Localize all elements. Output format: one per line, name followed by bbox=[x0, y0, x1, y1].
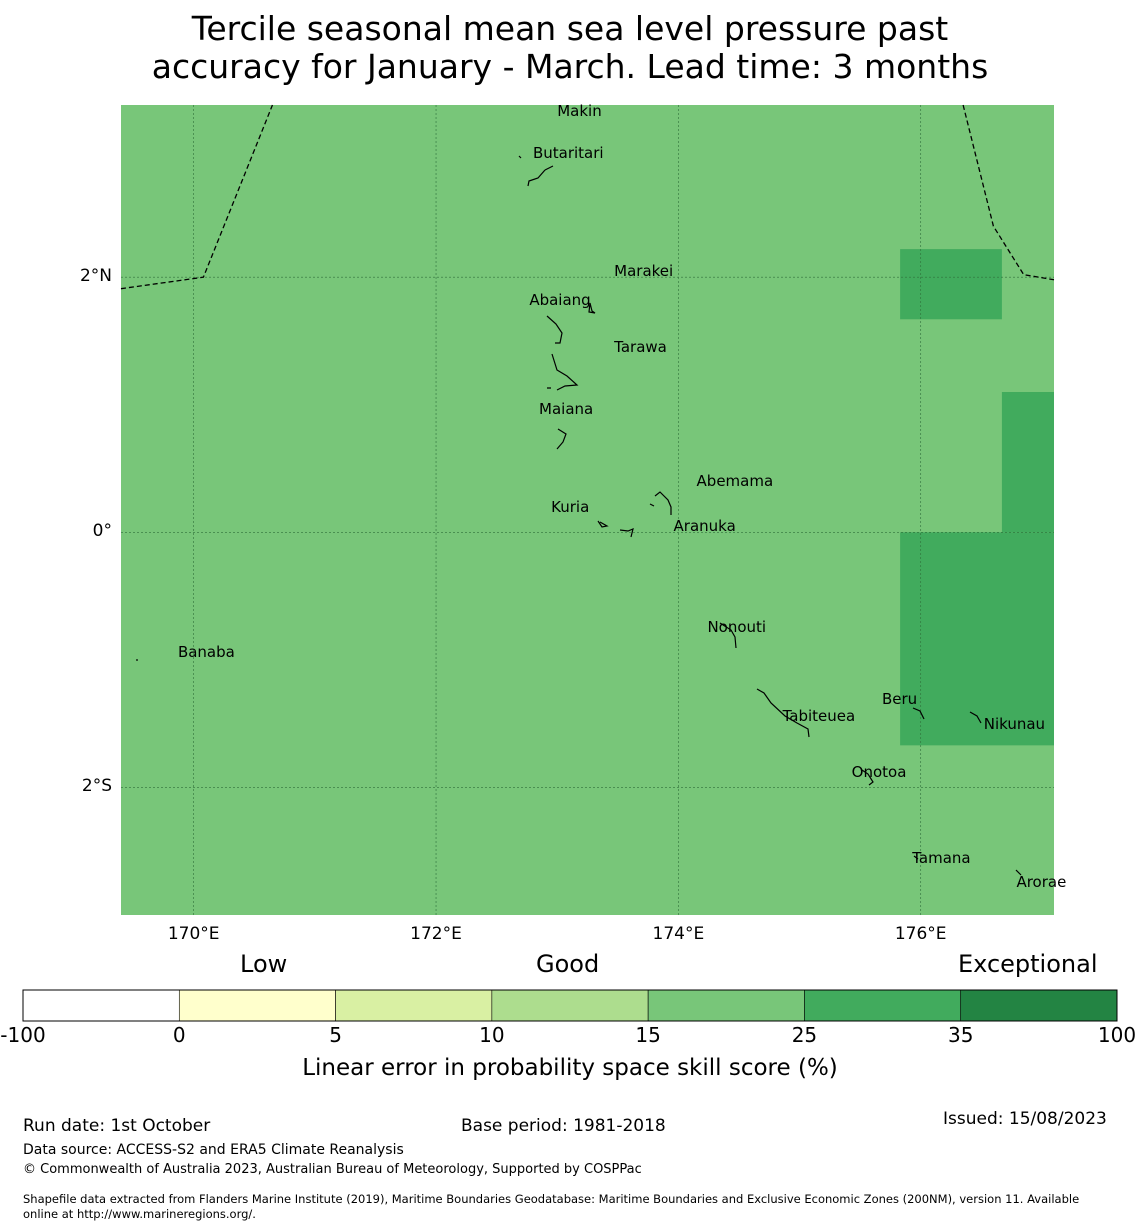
colorbar-tick-label: 10 bbox=[479, 1023, 505, 1047]
base-period: Base period: 1981-2018 bbox=[461, 1116, 666, 1136]
island-label-abemama: Abemama bbox=[696, 472, 774, 491]
island-outline-beru bbox=[912, 707, 925, 720]
island-label-onotoa: Onotoa bbox=[851, 763, 907, 782]
island-label-nikunau: Nikunau bbox=[983, 714, 1046, 733]
island-outline-onotoa bbox=[861, 769, 874, 786]
eez-boundary-1 bbox=[120, 104, 274, 290]
colorbar-bin-5 bbox=[647, 989, 805, 1022]
island-outline-tarawa bbox=[547, 353, 579, 391]
colorbar-bin-4 bbox=[491, 989, 649, 1022]
legend-category-good: Good bbox=[536, 950, 600, 978]
colorbar-bin-2 bbox=[178, 989, 336, 1022]
island-outline-tabiteuea bbox=[756, 688, 810, 738]
shapefile-credit-line-1: Shapefile data extracted from Flanders M… bbox=[23, 1192, 1080, 1206]
island-outline-nikunau bbox=[969, 711, 982, 724]
colorbar-label: Linear error in probability space skill … bbox=[302, 1055, 838, 1081]
island-outline-aranuka bbox=[619, 528, 634, 538]
colorbar-bin-6 bbox=[804, 989, 962, 1022]
colorbar-bin-7 bbox=[960, 989, 1118, 1022]
title-line-2: accuracy for January - March. Lead time:… bbox=[151, 47, 989, 86]
island-outline-makin bbox=[518, 155, 554, 187]
colorbar-bin-3 bbox=[335, 989, 493, 1022]
lon-tick-label: 174°E bbox=[652, 924, 705, 944]
skill-cell-3 bbox=[900, 532, 1054, 746]
lat-tick-label: 2°N bbox=[79, 266, 112, 287]
island-label-butaritari: Butaritari bbox=[532, 144, 604, 163]
shapefile-credit-line-2: online at http://www.marineregions.org/. bbox=[23, 1207, 256, 1221]
island-label-abaiang: Abaiang bbox=[529, 291, 591, 310]
island-outline-kuria bbox=[597, 520, 609, 528]
legend-category-exceptional: Exceptional bbox=[958, 950, 1098, 978]
legend-category-low: Low bbox=[240, 950, 288, 978]
island-label-nonouti: Nonouti bbox=[707, 617, 767, 636]
colorbar-tick-label: 0 bbox=[172, 1023, 186, 1047]
island-outline-abemama bbox=[649, 491, 672, 515]
island-outline-marakei bbox=[588, 302, 596, 314]
island-label-tabiteuea: Tabiteuea bbox=[782, 707, 856, 725]
colorbar-bin-1 bbox=[22, 989, 180, 1022]
island-label-aranuka: Aranuka bbox=[673, 516, 736, 535]
lat-tick-label: 2°S bbox=[81, 776, 112, 797]
lon-tick-label: 170°E bbox=[167, 924, 220, 944]
colorbar-tick-label: 100 bbox=[1097, 1023, 1137, 1047]
colorbar-tick-label: 35 bbox=[947, 1023, 974, 1047]
title-line-1: Tercile seasonal mean sea level pressure… bbox=[191, 9, 949, 48]
colorbar-tick-label: 15 bbox=[635, 1023, 661, 1047]
island-outline-maiana bbox=[556, 428, 567, 450]
colorbar-tick-label: 25 bbox=[791, 1023, 818, 1047]
island-label-beru: Beru bbox=[881, 690, 918, 709]
island-label-banaba: Banaba bbox=[177, 643, 235, 662]
data-source: Data source: ACCESS-S2 and ERA5 Climate … bbox=[23, 1142, 404, 1158]
skill-cell-2 bbox=[1001, 392, 1054, 533]
colorbar-frame bbox=[22, 989, 1118, 1022]
map-title: Tercile seasonal mean sea level pressure… bbox=[0, 10, 1140, 86]
island-outline-tamana bbox=[913, 855, 919, 860]
island-label-arorae: Arorae bbox=[1016, 872, 1067, 891]
colorbar-tick-label: 5 bbox=[329, 1023, 342, 1047]
island-outline-abaiang bbox=[546, 315, 563, 344]
island-label-tarawa: Tarawa bbox=[614, 338, 667, 357]
island-label-tamana: Tamana bbox=[912, 848, 971, 867]
island-label-kuria: Kuria bbox=[551, 497, 590, 516]
run-date: Run date: 1st October bbox=[23, 1116, 211, 1136]
island-label-marakei: Marakei bbox=[614, 261, 674, 280]
issued-date: Issued: 15/08/2023 bbox=[943, 1109, 1107, 1129]
skill-cell-1 bbox=[900, 249, 1002, 320]
eez-boundary-2 bbox=[962, 104, 1055, 281]
island-outline-nonouti bbox=[719, 622, 737, 649]
lon-tick-label: 176°E bbox=[894, 924, 947, 944]
lat-tick-label: 0° bbox=[92, 521, 112, 542]
map-background bbox=[121, 105, 1054, 915]
island-label-maiana: Maiana bbox=[539, 399, 594, 418]
colorbar-tick-label: -100 bbox=[0, 1023, 46, 1047]
island-outline-arorae bbox=[1015, 869, 1022, 876]
copyright: © Commonwealth of Australia 2023, Austra… bbox=[23, 1162, 642, 1177]
island-label-makin: Makin bbox=[557, 102, 602, 121]
lon-tick-label: 172°E bbox=[410, 924, 462, 944]
